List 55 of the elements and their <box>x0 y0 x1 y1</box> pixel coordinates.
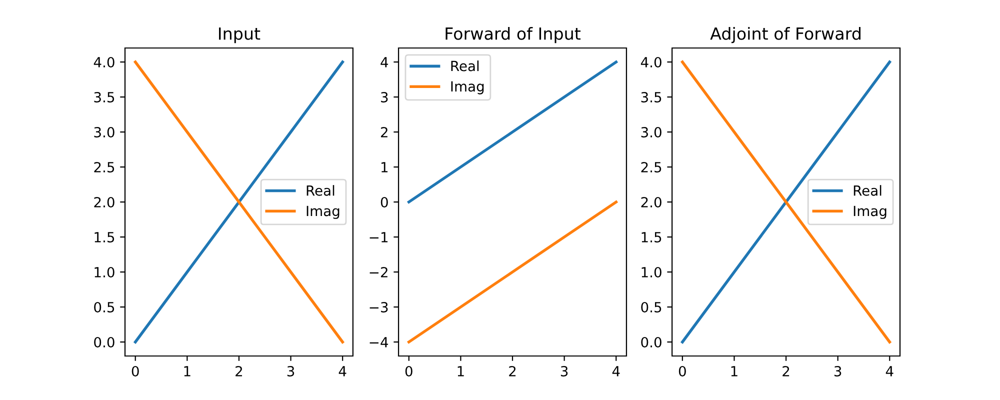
x-tick-label: 0 <box>678 366 686 376</box>
chart-title: Input <box>219 28 260 44</box>
line-series <box>134 60 344 344</box>
x-tick-label: 0 <box>405 366 412 376</box>
x-tick-label: 2 <box>509 366 516 376</box>
y-tick-label: −2 <box>370 266 388 278</box>
legend-label: Imag <box>854 206 886 219</box>
y-tick-label: 3.5 <box>641 92 662 102</box>
x-tick-label: 1 <box>731 366 738 376</box>
x-tick-label: 4 <box>886 366 894 376</box>
y-tick-label: −3 <box>370 302 388 312</box>
y-tick-label: 3.0 <box>94 126 114 138</box>
x-tick-label: 4 <box>612 366 620 376</box>
x-tick-label: 4 <box>338 366 346 376</box>
y-tick-label: 2.5 <box>94 162 114 172</box>
line-series <box>408 60 618 204</box>
x-tick-label: 2 <box>782 366 790 376</box>
y-tick-label: 1 <box>381 162 388 172</box>
line-series <box>408 200 618 344</box>
chart-title: Adjoint of Forward <box>710 27 860 44</box>
y-tick-label: 2 <box>380 126 388 138</box>
y-tick-label: 2.5 <box>641 162 662 172</box>
x-tick-label: 1 <box>458 366 464 376</box>
y-tick-label: 4.0 <box>640 56 662 68</box>
x-tick-label: 0 <box>132 366 139 376</box>
x-tick-label: 3 <box>287 366 294 376</box>
y-tick-label: −1 <box>370 232 388 242</box>
y-tick-label: 0.0 <box>641 336 662 348</box>
line-series <box>681 60 892 344</box>
y-tick-label: 1.0 <box>94 266 114 278</box>
legend-label: Real <box>854 185 882 196</box>
y-tick-label: 3.5 <box>94 92 114 102</box>
legend-label: Real <box>306 185 334 196</box>
y-tick-label: 1.5 <box>94 232 114 242</box>
y-tick-label: 0.5 <box>641 302 662 312</box>
legend-label: Imag <box>306 206 340 219</box>
x-tick-label: 2 <box>236 366 242 376</box>
y-tick-label: 3.0 <box>641 126 662 138</box>
y-tick-label: 1.0 <box>642 266 662 278</box>
y-tick-label: 2.0 <box>94 196 114 208</box>
x-tick-label: 1 <box>184 366 190 376</box>
y-tick-label: 3 <box>381 92 388 102</box>
legend-label: Imag <box>451 81 484 94</box>
legend-label: Real <box>451 60 479 72</box>
y-tick-label: 1.5 <box>642 232 662 242</box>
x-tick-label: 3 <box>834 366 842 376</box>
y-tick-label: 4 <box>380 57 388 68</box>
y-tick-label: 0.0 <box>94 336 114 348</box>
y-tick-label: 2.0 <box>641 196 662 208</box>
x-tick-label: 3 <box>560 366 568 376</box>
y-tick-label: 0 <box>380 196 388 208</box>
y-tick-label: 4.0 <box>94 56 114 68</box>
chart-title: Forward of Input <box>446 27 581 44</box>
y-tick-label: −4 <box>370 337 388 348</box>
y-tick-label: 0.5 <box>94 302 114 312</box>
